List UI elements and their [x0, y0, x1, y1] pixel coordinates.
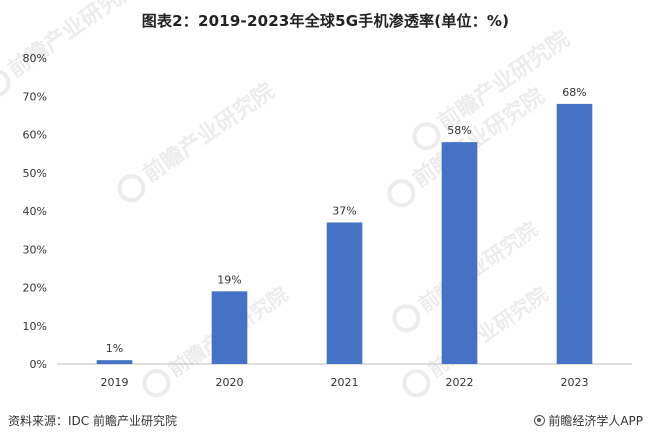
y-axis: 0% 10% 20% 30% 40% 50% 60% 70% 80%: [23, 52, 47, 371]
y-tick-label: 40%: [23, 205, 47, 218]
y-tick-label: 80%: [23, 52, 47, 65]
data-label-2021: 37%: [332, 204, 356, 217]
bar-2020: [211, 291, 248, 364]
data-label-2020: 19%: [217, 273, 241, 286]
x-tick-label-2020: 2020: [216, 376, 244, 389]
bar-2021: [326, 222, 363, 364]
svg-text:前瞻产业研究院: 前瞻产业研究院: [138, 78, 279, 188]
source-note: 资料来源：IDC 前瞻产业研究院: [8, 414, 177, 428]
bar-2023: [556, 103, 593, 365]
y-tick-label: 70%: [23, 90, 47, 103]
data-label-2022: 58%: [447, 124, 471, 137]
x-tick-label-2021: 2021: [331, 376, 359, 389]
bar-2022: [441, 142, 478, 364]
brand-credit: 前瞻经济学人APP: [534, 412, 643, 429]
bars: [96, 103, 593, 365]
y-tick-label: 50%: [23, 167, 47, 180]
y-tick-label: 60%: [23, 129, 47, 142]
data-label-2019: 1%: [106, 342, 123, 355]
data-label-2023: 68%: [562, 86, 586, 99]
x-tick-label-2023: 2023: [561, 376, 589, 389]
chart-title: 图表2：2019-2023年全球5G手机渗透率(单位：%): [141, 12, 510, 30]
x-tick-label-2022: 2022: [446, 376, 474, 389]
y-tick-label: 0%: [30, 358, 47, 371]
svg-text:前瞻产业研究院: 前瞻产业研究院: [3, 0, 144, 83]
brand-logo-icon: [534, 415, 546, 426]
brand-name: 前瞻经济学人APP: [548, 414, 643, 428]
data-labels: 1% 19% 37% 58% 68%: [106, 86, 587, 355]
bar-2019: [96, 360, 133, 364]
y-tick-label: 30%: [23, 243, 47, 256]
y-tick-label: 20%: [23, 282, 47, 295]
watermark: 前瞻产业研究院: [0, 0, 144, 98]
x-tick-label-2019: 2019: [101, 376, 129, 389]
watermark: 前瞻产业研究院: [117, 78, 279, 203]
y-tick-label: 10%: [23, 320, 47, 333]
